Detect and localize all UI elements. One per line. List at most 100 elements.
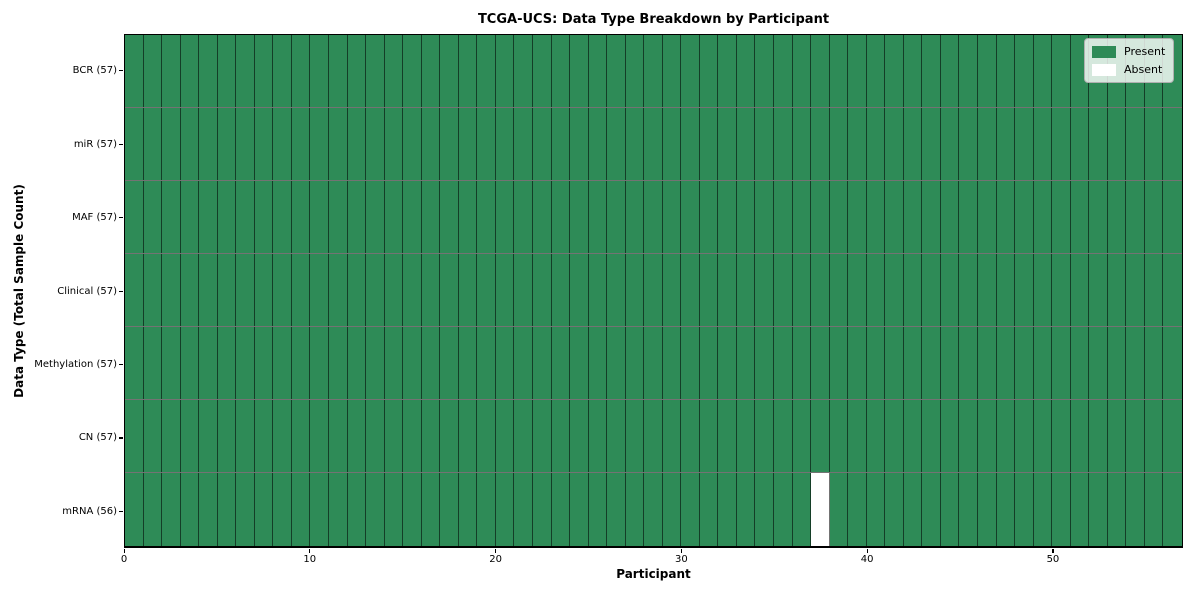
heatmap-cell [940, 473, 960, 546]
heatmap-cell [551, 473, 571, 546]
heatmap-cell [625, 473, 645, 546]
heatmap-cell [1052, 327, 1071, 399]
heatmap-cell [755, 35, 775, 107]
y-tick-mark [119, 217, 123, 219]
heatmap-cell [718, 327, 737, 399]
heatmap-cell [792, 181, 812, 253]
heatmap-cell [217, 108, 237, 180]
heatmap-cell [440, 473, 459, 546]
heatmap-cell [644, 473, 663, 546]
heatmap-cell [959, 400, 979, 472]
heatmap-cell [1107, 254, 1127, 326]
heatmap-cell [1144, 473, 1164, 546]
heatmap-cell [792, 254, 812, 326]
heatmap-cell [1070, 400, 1090, 472]
heatmap-cell [347, 35, 367, 107]
x-tick-label: 50 [1046, 554, 1060, 565]
heatmap-cell [1144, 327, 1164, 399]
heatmap-cell [273, 108, 292, 180]
heatmap-cell [514, 108, 533, 180]
heatmap-cell [143, 181, 163, 253]
heatmap-cell [273, 254, 292, 326]
legend-label-present: Present [1124, 45, 1166, 58]
heatmap-cell [774, 181, 793, 253]
heatmap-cell [328, 108, 348, 180]
heatmap-cell [125, 327, 144, 399]
heatmap-cell [366, 35, 385, 107]
heatmap-cell [328, 254, 348, 326]
heatmap-cell [774, 400, 793, 472]
heatmap-cell [681, 108, 700, 180]
heatmap-cell [996, 254, 1016, 326]
heatmap-cell [699, 108, 719, 180]
heatmap-cell [792, 473, 812, 546]
heatmap-cell [996, 35, 1016, 107]
heatmap-cell [755, 254, 775, 326]
heatmap-cell [1089, 254, 1108, 326]
heatmap-cell [495, 400, 515, 472]
x-tick-label: 30 [674, 554, 688, 565]
heatmap-cell [532, 327, 552, 399]
heatmap-cell [848, 35, 867, 107]
heatmap-cell [366, 108, 385, 180]
heatmap-cell [1070, 181, 1090, 253]
heatmap-cell [1144, 254, 1164, 326]
heatmap-cell [903, 400, 923, 472]
heatmap-cell [588, 35, 608, 107]
heatmap-cell [1107, 473, 1127, 546]
heatmap-cell [718, 473, 737, 546]
heatmap-cell [143, 35, 163, 107]
heatmap-cell [978, 327, 997, 399]
heatmap-cell [607, 254, 626, 326]
heatmap-cell [328, 400, 348, 472]
heatmap-cell [199, 35, 218, 107]
heatmap-cell [940, 35, 960, 107]
y-tick-label: CN (57) [78, 432, 117, 444]
heatmap-cell [1126, 327, 1145, 399]
heatmap-cell [514, 35, 533, 107]
heatmap-row-Methylation [125, 327, 1182, 400]
heatmap-cell [440, 181, 459, 253]
x-tick-mark [495, 548, 497, 553]
heatmap-cell [699, 181, 719, 253]
heatmap-cell [588, 400, 608, 472]
heatmap-cell [903, 254, 923, 326]
heatmap-cell [922, 400, 941, 472]
heatmap-cell [273, 35, 292, 107]
heatmap-cell [384, 108, 404, 180]
y-tick-label: miR (57) [73, 138, 117, 150]
heatmap-cell [421, 108, 441, 180]
heatmap-cell [885, 400, 904, 472]
heatmap-cell [681, 473, 700, 546]
heatmap-cell [607, 108, 626, 180]
heatmap-cell [217, 400, 237, 472]
heatmap-cell [1052, 400, 1071, 472]
heatmap-cell [254, 254, 274, 326]
heatmap-cell [1126, 473, 1145, 546]
heatmap-cell [440, 254, 459, 326]
heatmap-cell [199, 254, 218, 326]
heatmap-cell [996, 473, 1016, 546]
heatmap-cell [1107, 400, 1127, 472]
heatmap-cell [551, 181, 571, 253]
heatmap-cell [217, 181, 237, 253]
heatmap-cell [1126, 181, 1145, 253]
heatmap-cell [291, 327, 311, 399]
heatmap-cell [811, 400, 830, 472]
heatmap-cell [829, 400, 849, 472]
heatmap-cell [848, 181, 867, 253]
x-tick-mark [866, 548, 868, 553]
heatmap-cell [551, 400, 571, 472]
heatmap-cell [477, 108, 496, 180]
y-tick-mark [119, 437, 123, 439]
heatmap-cell [996, 181, 1016, 253]
heatmap-cell [829, 473, 849, 546]
heatmap-cell [625, 327, 645, 399]
heatmap-cell [310, 254, 329, 326]
heatmap-cell [1052, 108, 1071, 180]
heatmap-cell [384, 35, 404, 107]
heatmap-cell [718, 254, 737, 326]
heatmap-cell [903, 327, 923, 399]
heatmap-cell [1107, 181, 1127, 253]
y-tick-mark [119, 143, 123, 145]
